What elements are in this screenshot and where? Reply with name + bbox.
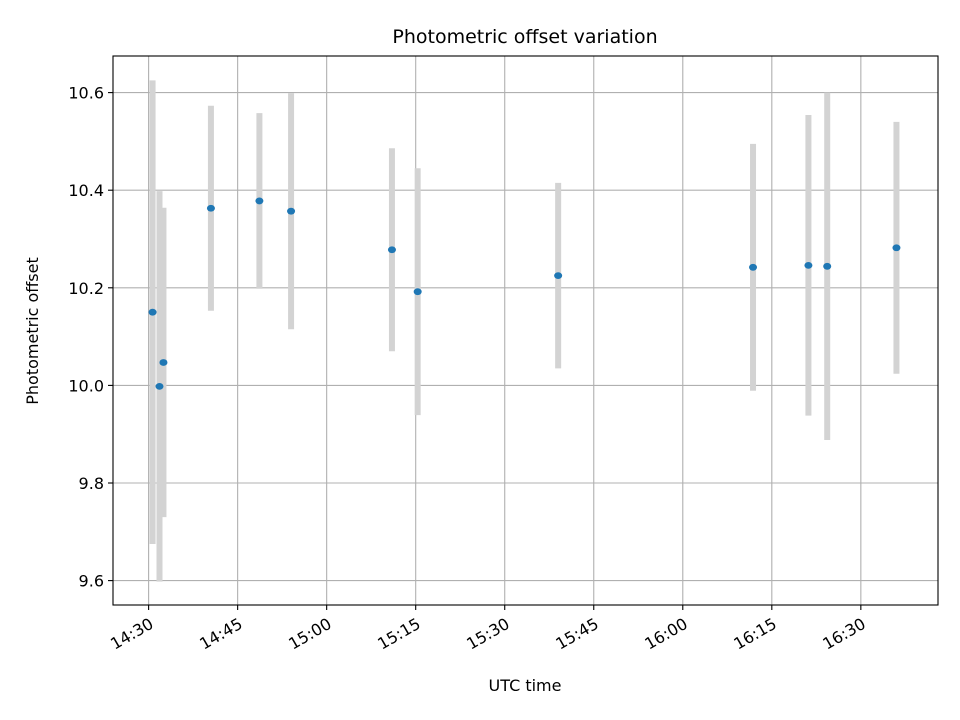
data-points	[148, 197, 901, 390]
y-tick-label: 10.0	[68, 376, 104, 395]
y-tick-label: 9.6	[79, 572, 104, 591]
data-point	[287, 207, 296, 215]
plot-frame	[112, 55, 939, 606]
grid	[113, 56, 938, 605]
x-axis-title: UTC time	[489, 676, 562, 695]
y-tick-label: 10.2	[68, 279, 104, 298]
chart-title: Photometric offset variation	[392, 26, 657, 48]
data-point	[255, 197, 264, 205]
data-point	[159, 359, 168, 366]
data-point	[387, 246, 396, 254]
data-point	[413, 288, 422, 296]
data-point	[554, 272, 563, 279]
y-tick-label: 9.8	[79, 474, 104, 493]
y-axis-title: Photometric offset	[23, 257, 42, 405]
data-point	[892, 244, 901, 252]
data-point	[804, 261, 813, 269]
y-tick-label: 10.6	[68, 84, 104, 103]
data-point	[148, 308, 157, 316]
data-point	[749, 263, 758, 271]
data-point	[206, 204, 215, 212]
data-point	[823, 262, 832, 270]
y-axis: 9.6 9.8 10.0 10.2 10.4 10.6	[68, 84, 113, 591]
data-point	[155, 382, 164, 390]
y-tick-label: 10.4	[68, 181, 104, 200]
